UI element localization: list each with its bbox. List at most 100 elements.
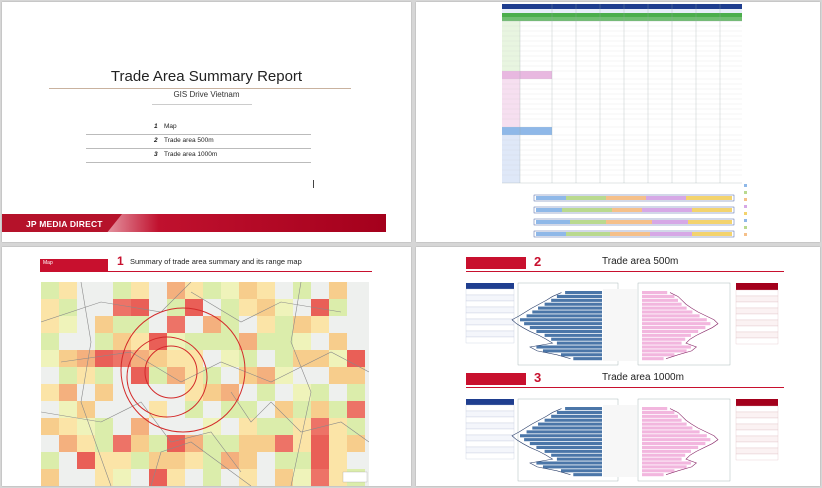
table-row [465,446,515,454]
table-row [465,330,515,338]
heatmap-cell [41,350,59,367]
heatmap-cell [311,384,329,401]
heatmap-cell [221,316,239,333]
female-bar [642,434,707,438]
male-bar [526,430,602,434]
heatmap-cell [41,333,59,350]
heatmap-cell [221,435,239,452]
pyramid-charts [465,282,779,482]
table-row [735,313,779,321]
heatmap-cell [257,316,275,333]
table-row [735,405,779,413]
heatmap-cell [239,418,257,435]
male-bar [524,322,602,326]
female-bar [642,306,687,310]
heatmap-cell [311,418,329,435]
male-bar [542,349,602,353]
heatmap-cell [113,333,131,350]
heatmap-cell [77,418,95,435]
female-bar [642,291,668,295]
slide-title[interactable]: Trade Area Summary Report GIS Drive Viet… [2,2,411,242]
heatmap-cell [131,316,149,333]
male-bar [536,345,602,349]
heatmap-cell [185,299,203,316]
report-title: Trade Area Summary Report [110,68,303,85]
male-bar [551,337,602,341]
heatmap-cell [239,435,257,452]
heatmap-cell [293,435,311,452]
table-row [735,337,779,345]
heatmap-cell [203,469,221,486]
heatmap-cell [275,350,293,367]
heatmap-cell [275,401,293,418]
male-bar [556,341,602,345]
report-subtitle: GIS Drive Vietnam [173,90,240,99]
male-bar [556,457,602,461]
table-row [735,301,779,309]
female-bar [642,329,699,333]
table-row [735,319,779,327]
heatmap-cell [347,367,365,384]
heatmap-cell [203,367,221,384]
heatmap-cell [347,401,365,418]
section-number: 3 [534,370,542,385]
male-bar [561,353,602,357]
heatmap-cell [239,452,257,469]
heatmap-cell [77,452,95,469]
heatmap-cell [239,469,257,486]
heatmap-cell [203,333,221,350]
heatmap-cell [311,316,329,333]
male-bar [573,357,602,361]
heatmap-cell [311,350,329,367]
heatmap-cell [221,299,239,316]
heatmap-cell [185,282,203,299]
female-bar [642,302,682,306]
section-number: 2 [534,254,542,269]
female-bar [642,473,664,477]
heatmap-cell [113,282,131,299]
heatmap-cell [41,452,59,469]
table-row [465,452,515,460]
heatmap-cell [347,350,365,367]
table-row [735,441,779,449]
age-labels [603,405,637,477]
section-tab [466,373,526,385]
table-row [465,324,515,332]
heatmap-cell [41,316,59,333]
heatmap-cell [167,452,185,469]
pyramid-1000m [465,398,779,482]
female-bar [642,357,664,361]
female-bar [642,442,706,446]
heatmap-cell [113,435,131,452]
male-bar [529,442,602,446]
heatmap-cell [95,418,113,435]
heatmap-cell [311,401,329,418]
heatmap-cell [95,469,113,486]
heatmap-cell [59,316,77,333]
table-row [735,447,779,455]
toc-item: 2 Trade area 500m [86,134,311,149]
male-bar [538,306,602,310]
heatmap-cell [275,469,293,486]
heatmap-cell [59,435,77,452]
heatmap-cell [59,384,77,401]
age-labels [603,289,637,361]
heatmap-cell [293,469,311,486]
slide-trade-areas[interactable]: 2 Trade area 500m 3 Trade area 1000m [416,247,820,486]
section-number: 1 [117,254,124,268]
table-row [465,300,515,308]
heatmap-cell [95,435,113,452]
heatmap-cell [311,435,329,452]
slide-summary-table[interactable] [416,2,820,242]
female-bar [642,337,686,341]
heatmap-cell [239,299,257,316]
heatmap-cell [149,367,167,384]
table-row [465,312,515,320]
slide-map[interactable]: Map 1 Summary of trade area summary and … [2,247,411,486]
female-bar [642,445,699,449]
table-row [735,295,779,303]
section-title: Summary of trade area summary and its ra… [130,257,302,266]
heatmap-cell [149,469,167,486]
female-bar [642,438,711,442]
heatmap-cell [95,316,113,333]
